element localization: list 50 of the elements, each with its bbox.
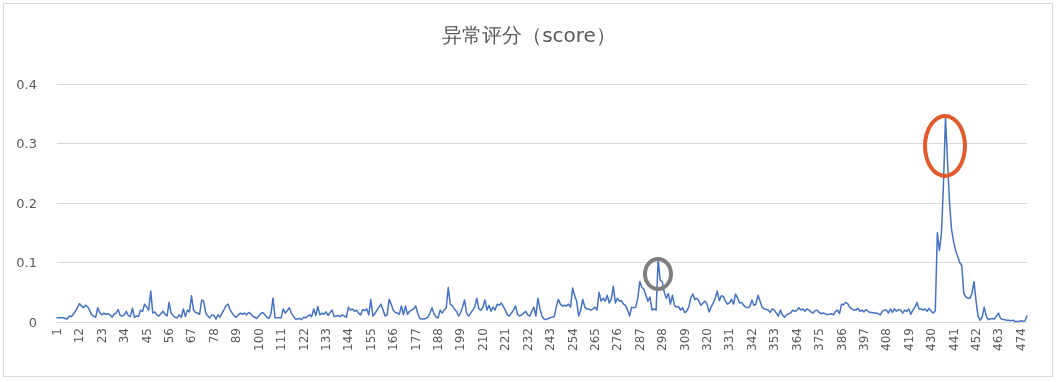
y-tick-label: 0.3 — [16, 136, 37, 151]
x-tick-label: 111 — [274, 328, 289, 351]
x-tick-label: 78 — [206, 328, 221, 344]
x-tick-label: 298 — [655, 328, 670, 351]
x-tick-label: 1 — [50, 328, 64, 336]
x-tick-label: 397 — [856, 328, 871, 351]
x-tick-label: 155 — [363, 328, 378, 351]
x-tick-label: 45 — [139, 328, 154, 344]
x-tick-label: 364 — [789, 328, 804, 351]
x-tick-label: 210 — [475, 328, 490, 351]
x-tick-label: 56 — [162, 328, 177, 344]
x-tick-label: 342 — [744, 328, 759, 351]
x-tick-label: 287 — [632, 328, 647, 351]
x-tick-label: 463 — [991, 328, 1006, 351]
x-tick-label: 166 — [386, 328, 401, 351]
x-tick-label: 232 — [520, 328, 535, 351]
x-tick-label: 133 — [318, 328, 333, 351]
x-tick-label: 67 — [184, 328, 199, 344]
y-tick-label: 0.2 — [16, 195, 37, 211]
y-tick-label: 0.4 — [16, 76, 37, 92]
x-tick-label: 12 — [72, 328, 87, 344]
x-tick-label: 419 — [901, 328, 916, 351]
x-tick-label: 100 — [251, 328, 266, 351]
x-tick-label: 89 — [229, 328, 244, 344]
x-tick-label: 243 — [543, 328, 558, 351]
x-tick-label: 34 — [117, 328, 132, 344]
x-tick-label: 375 — [812, 328, 827, 351]
x-tick-label: 199 — [453, 328, 468, 351]
x-tick-label: 188 — [431, 328, 446, 351]
chart-title: 异常评分（score） — [442, 23, 616, 47]
x-tick-label: 144 — [341, 328, 356, 351]
x-tick-label: 122 — [296, 328, 311, 351]
x-tick-label: 353 — [767, 328, 782, 351]
x-tick-label: 309 — [677, 328, 692, 351]
x-tick-label: 265 — [587, 328, 602, 351]
x-tick-label: 276 — [610, 328, 625, 351]
x-tick-label: 452 — [969, 328, 984, 351]
x-tick-label: 430 — [924, 328, 939, 351]
y-tick-label: 0 — [28, 314, 37, 330]
x-tick-label: 441 — [946, 328, 961, 351]
x-tick-label: 177 — [408, 328, 423, 351]
x-tick-label: 331 — [722, 328, 737, 351]
x-tick-label: 474 — [1013, 328, 1028, 351]
y-tick-label: 0.1 — [16, 255, 37, 270]
x-tick-label: 386 — [834, 328, 849, 351]
x-tick-label: 23 — [94, 328, 109, 344]
x-tick-label: 254 — [565, 328, 580, 351]
x-tick-label: 320 — [700, 328, 715, 351]
x-tick-label: 221 — [498, 328, 513, 351]
x-tick-label: 408 — [879, 328, 894, 351]
